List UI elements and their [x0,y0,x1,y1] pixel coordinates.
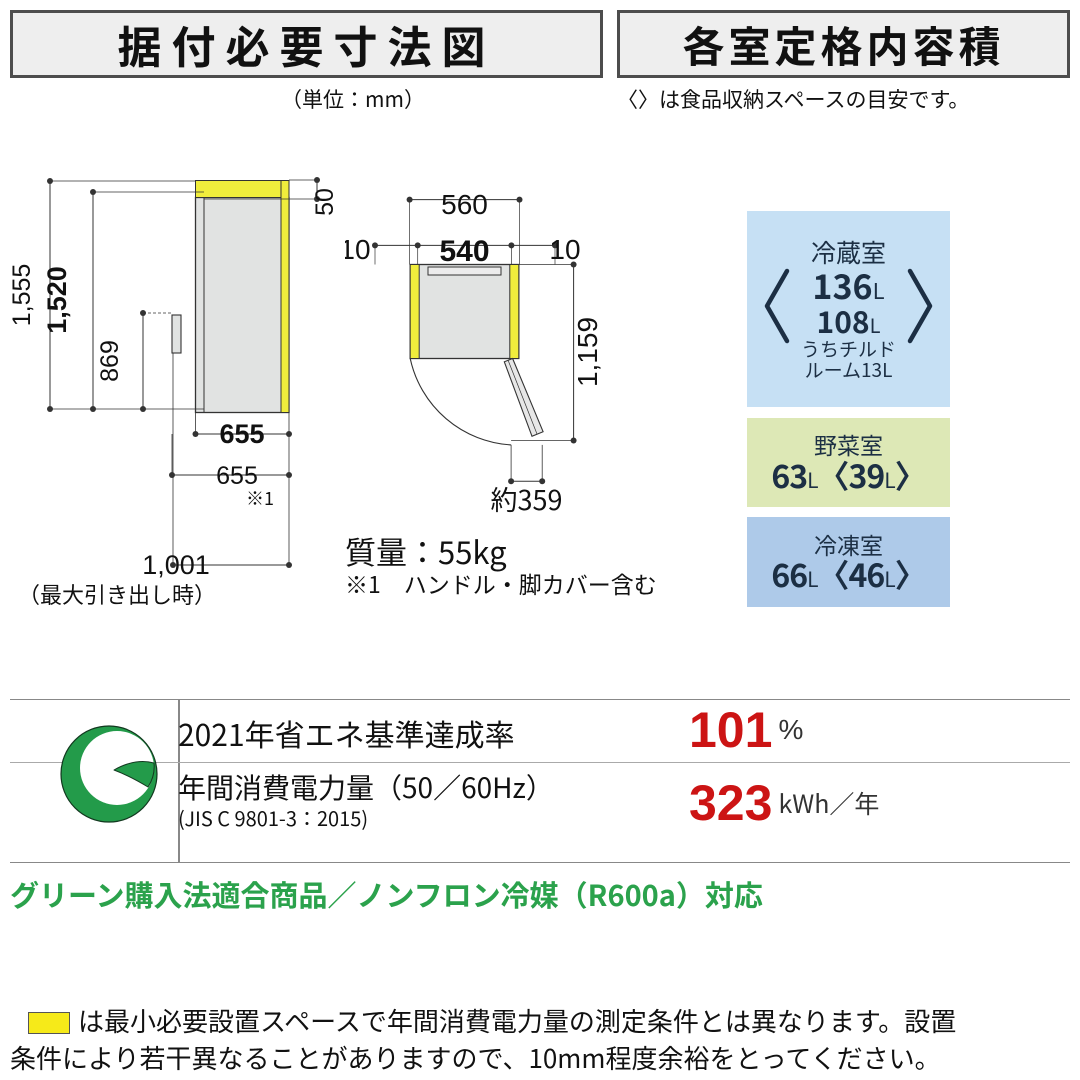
svg-text:50: 50 [311,188,339,216]
svg-text:560: 560 [441,189,488,220]
svg-text:10: 10 [345,234,371,265]
svg-text:1,555: 1,555 [8,264,36,327]
svg-text:1,159: 1,159 [572,317,603,387]
svg-text:540: 540 [439,235,489,268]
svg-text:※1: ※1 [246,485,274,511]
svg-text:655: 655 [219,419,264,449]
svg-text:869: 869 [96,340,124,382]
svg-text:1,001: 1,001 [142,550,210,580]
svg-text:約359: 約359 [491,479,563,518]
svg-text:1,520: 1,520 [42,266,72,334]
svg-text:10: 10 [549,234,580,265]
